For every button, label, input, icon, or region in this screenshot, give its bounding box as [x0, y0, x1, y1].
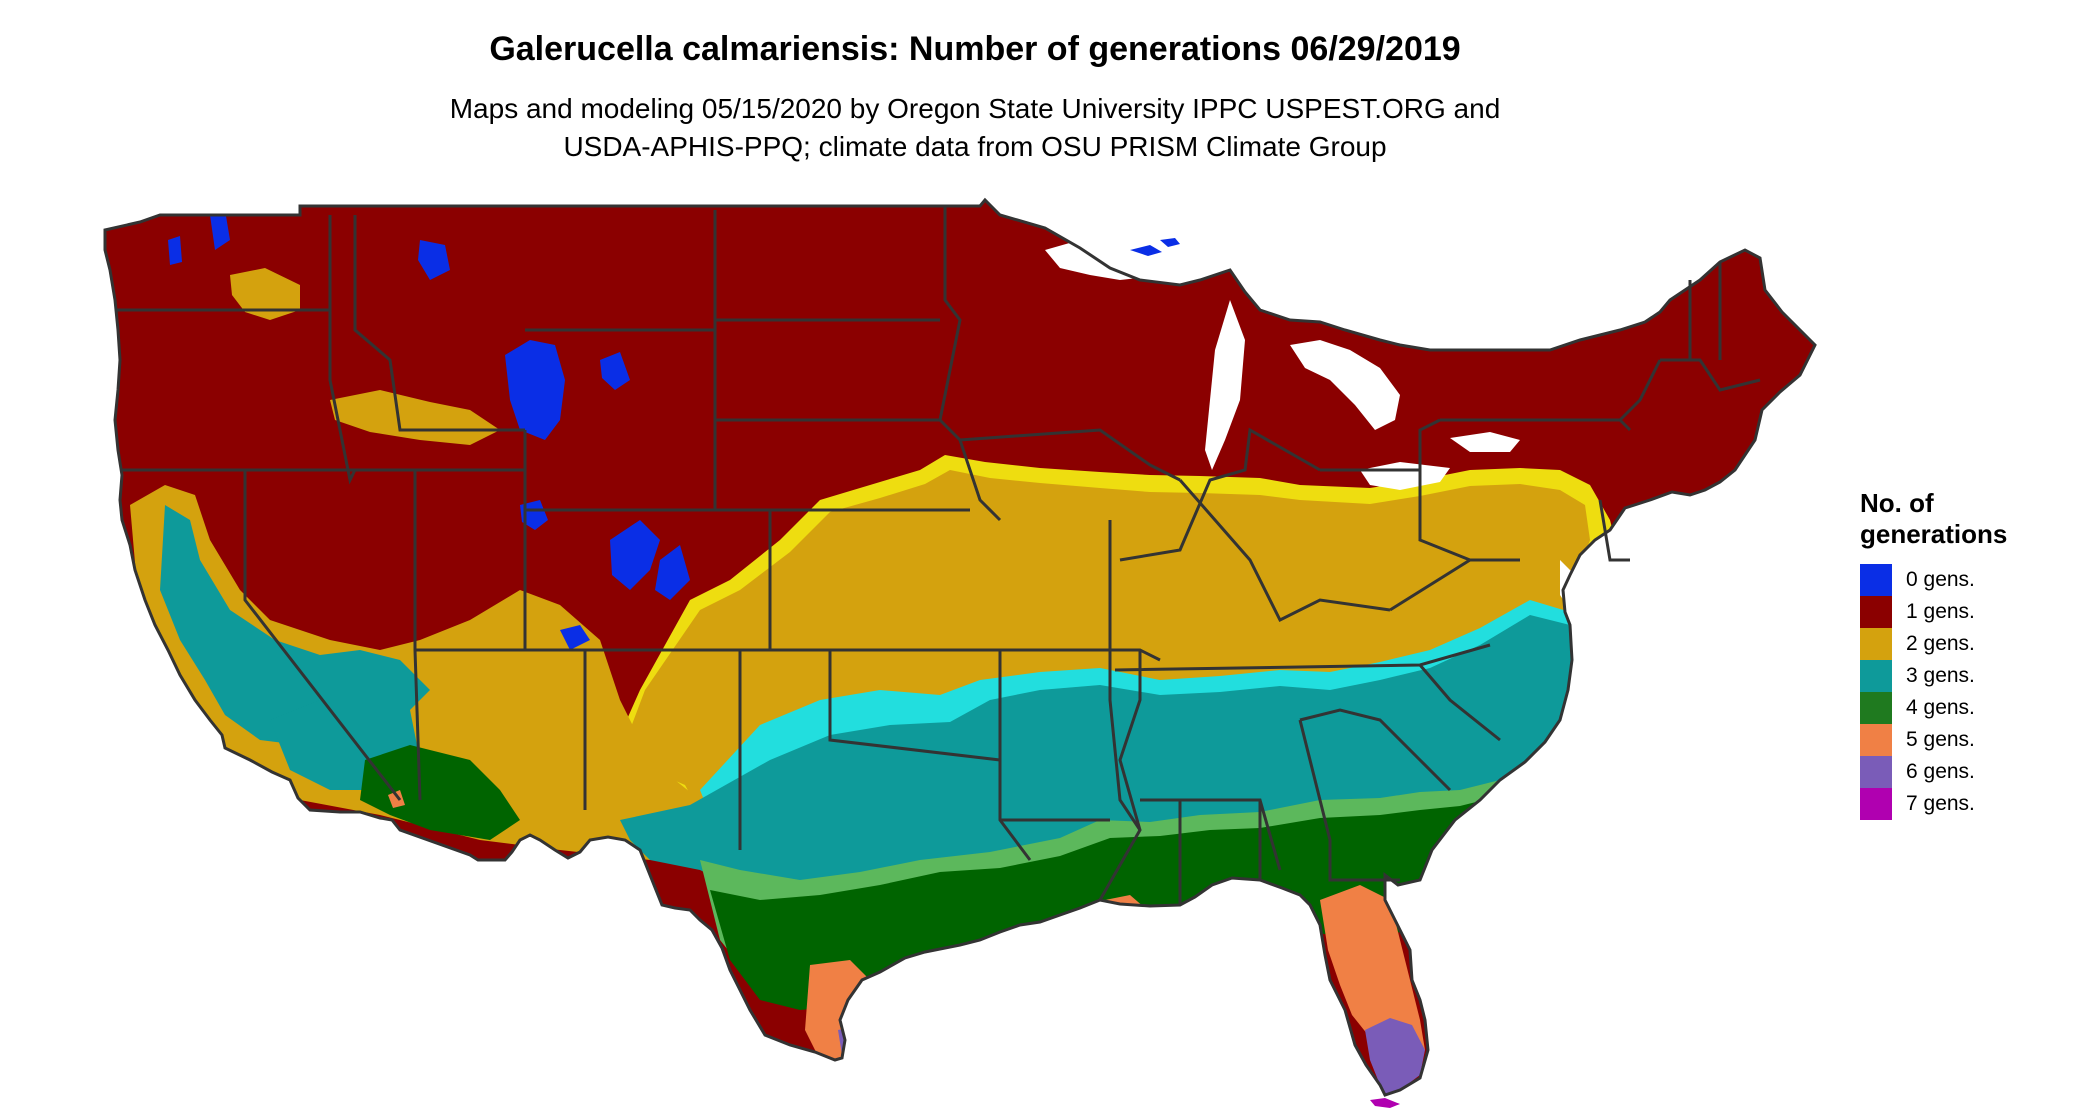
legend-label: 0 gens.	[1906, 568, 1975, 591]
legend-label: 4 gens.	[1906, 696, 1975, 719]
legend-item: 3 gens.	[1860, 660, 2007, 692]
legend-label: 2 gens.	[1906, 632, 1975, 655]
legend-item: 0 gens.	[1860, 564, 2007, 596]
legend-swatch	[1860, 564, 1892, 596]
offshore-details	[1130, 238, 1400, 1108]
legend-swatch	[1860, 628, 1892, 660]
zone-3-gens-west	[160, 505, 430, 745]
legend-item: 2 gens.	[1860, 628, 2007, 660]
zone-3-gens	[620, 615, 1575, 900]
legend-swatch	[1860, 692, 1892, 724]
zone-2-gens-columbia	[230, 268, 300, 320]
legend-items: 0 gens. 1 gens. 2 gens. 3 gens. 4 gens. 5 gen…	[1860, 564, 2007, 820]
legend-item: 4 gens.	[1860, 692, 2007, 724]
map-subtitle: Maps and modeling 05/15/2020 by Oregon S…	[0, 90, 1950, 166]
subtitle-line-2: USDA-APHIS-PPQ; climate data from OSU PR…	[563, 131, 1387, 162]
zone-5-gens-yuma	[388, 790, 405, 808]
legend-item: 6 gens.	[1860, 756, 2007, 788]
state-borders	[103, 197, 1817, 1097]
subtitle-line-1: Maps and modeling 05/15/2020 by Oregon S…	[449, 93, 1501, 124]
legend-title-line-1: No. of	[1860, 488, 1934, 518]
zone-6-gens-florida	[1365, 1018, 1425, 1095]
legend-label: 7 gens.	[1906, 792, 1975, 815]
legend-label: 3 gens.	[1906, 664, 1975, 687]
legend-swatch	[1860, 596, 1892, 628]
legend-item: 7 gens.	[1860, 788, 2007, 820]
legend-swatch	[1860, 724, 1892, 756]
legend: No. of generations 0 gens. 1 gens. 2 gens.…	[1860, 488, 2007, 820]
legend-swatch	[1860, 756, 1892, 788]
legend-item: 5 gens.	[1860, 724, 2007, 756]
generation-zones	[105, 200, 1815, 1095]
us-generations-map	[103, 197, 1817, 1108]
legend-label: 1 gens.	[1906, 600, 1975, 623]
legend-title-line-2: generations	[1860, 519, 2008, 549]
legend-label: 5 gens.	[1906, 728, 1975, 751]
legend-item: 1 gens.	[1860, 596, 2007, 628]
zone-0-gens-mountains	[168, 210, 690, 650]
zone-4-gens-southwest	[360, 745, 520, 840]
map-title: Galerucella calmariensis: Number of gene…	[489, 30, 1461, 68]
legend-label: 6 gens.	[1906, 760, 1975, 783]
legend-title: No. of generations	[1860, 488, 2007, 550]
legend-swatch	[1860, 660, 1892, 692]
legend-swatch	[1860, 788, 1892, 820]
